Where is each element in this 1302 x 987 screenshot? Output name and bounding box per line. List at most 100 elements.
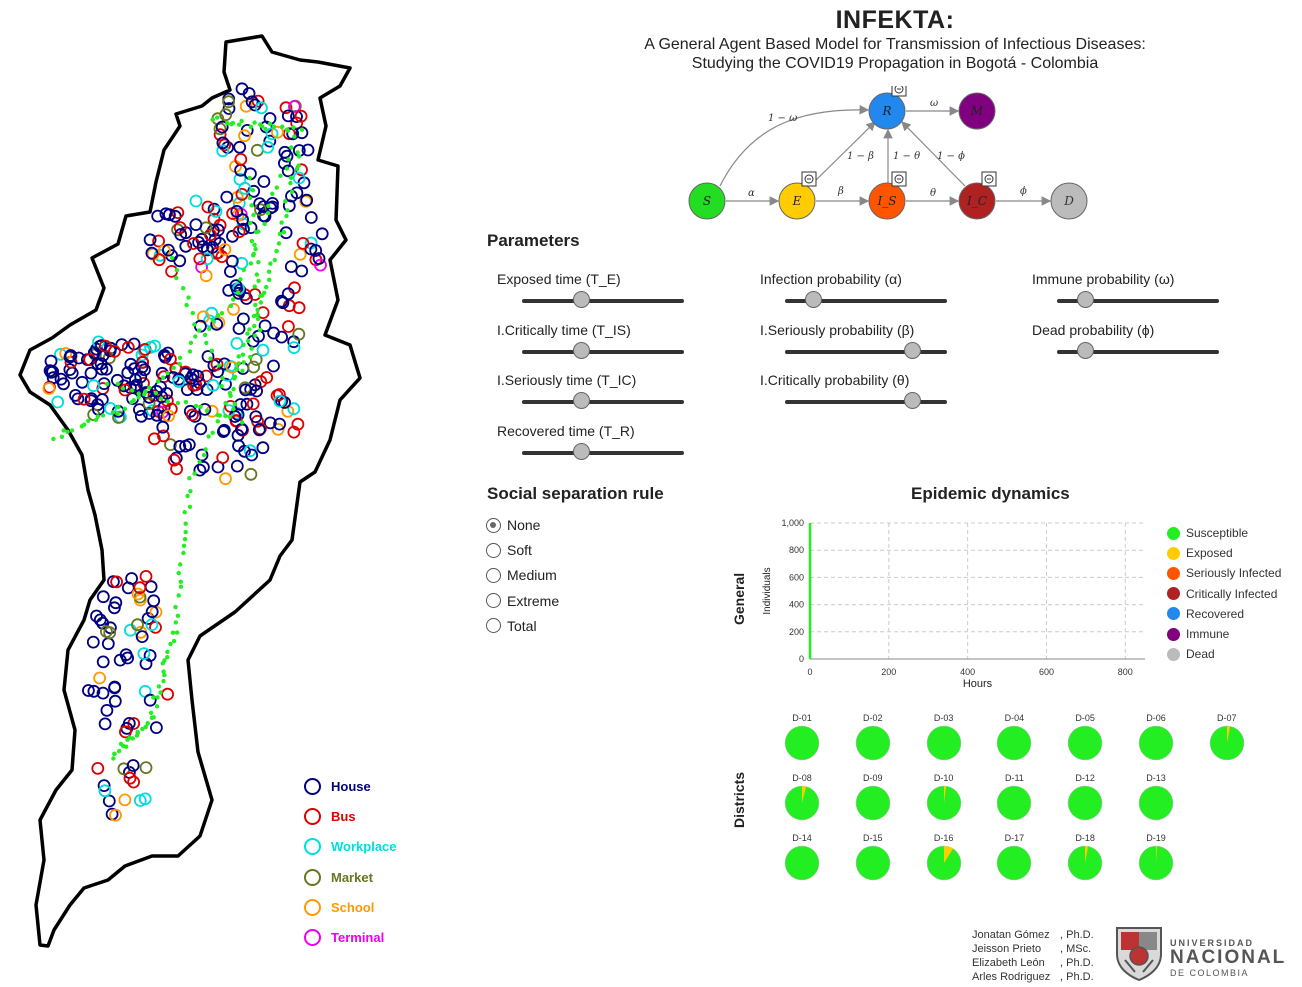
- agent-dot: [215, 419, 220, 424]
- slider-thumb[interactable]: [572, 341, 590, 359]
- slider-track[interactable]: [522, 299, 684, 303]
- agent-dot: [193, 403, 199, 409]
- slider-track[interactable]: [522, 349, 684, 354]
- location-marker: [314, 258, 327, 272]
- agent-dot: [259, 124, 265, 129]
- parameter-slider[interactable]: [785, 392, 947, 410]
- location-marker: [198, 402, 212, 416]
- slider-track[interactable]: [1057, 299, 1219, 303]
- slider-thumb[interactable]: [572, 291, 590, 308]
- location-marker: [134, 409, 148, 423]
- location-marker: [263, 134, 277, 148]
- slider-thumb[interactable]: [572, 392, 590, 409]
- agent-dot: [165, 399, 170, 404]
- radio-button[interactable]: [486, 618, 501, 634]
- slider-track[interactable]: [785, 400, 947, 404]
- parameter-control: Immune probability (ω): [1032, 271, 1219, 309]
- y-tick-label: 1,000: [781, 518, 804, 528]
- agent-dot: [241, 342, 246, 347]
- social-option[interactable]: Extreme: [486, 593, 559, 609]
- location-marker: [149, 621, 162, 634]
- agent-dot: [267, 121, 273, 127]
- location-marker: [234, 152, 248, 166]
- agent-dot: [251, 212, 256, 218]
- slider-thumb[interactable]: [1077, 341, 1095, 359]
- location-marker: [304, 211, 318, 224]
- legend-ring-icon: [304, 929, 321, 946]
- location-marker: [149, 721, 163, 734]
- location-marker: [156, 420, 170, 434]
- location-marker: [300, 193, 314, 207]
- parameter-control: I.Seriously time (T_IC): [497, 372, 684, 410]
- district-pie: D-12: [1065, 773, 1105, 821]
- location-marker: [173, 221, 187, 235]
- parameter-slider[interactable]: [522, 392, 684, 410]
- parameter-slider[interactable]: [785, 341, 947, 360]
- slider-track[interactable]: [1057, 349, 1219, 354]
- parameter-slider[interactable]: [522, 291, 684, 309]
- location-marker: [159, 207, 173, 221]
- location-marker: [250, 143, 264, 157]
- agent-dot: [252, 242, 257, 248]
- agent-dot: [178, 584, 184, 589]
- radio-button[interactable]: [486, 542, 501, 558]
- location-marker: [162, 409, 176, 423]
- location-marker: [87, 684, 101, 698]
- radio-button[interactable]: [486, 567, 501, 583]
- parameter-slider[interactable]: [1057, 341, 1219, 360]
- location-marker: [247, 360, 261, 374]
- credit-row: Jonatan Gómez , Ph.D.: [972, 928, 1094, 942]
- agent-dot: [289, 145, 294, 150]
- chart-legend-label: Seriously Infected: [1186, 566, 1282, 581]
- university-line3: DE COLOMBIA: [1170, 968, 1250, 978]
- y-tick-label: 200: [789, 627, 804, 637]
- agent-dot: [130, 388, 135, 393]
- parameter-slider[interactable]: [522, 341, 684, 360]
- location-marker: [252, 423, 266, 437]
- epidemic-dynamics-title: Epidemic dynamics: [911, 484, 1070, 503]
- slider-thumb[interactable]: [805, 291, 823, 308]
- agent-dot: [271, 124, 276, 129]
- agent-dot: [165, 649, 170, 655]
- agent-dot: [186, 295, 191, 300]
- slider-track[interactable]: [522, 450, 684, 455]
- credit-name: Elizabeth León: [972, 957, 1045, 969]
- social-option[interactable]: Medium: [486, 567, 557, 583]
- radio-button[interactable]: [486, 517, 501, 533]
- legend-ring-icon: [304, 838, 321, 856]
- agent-dot: [223, 400, 228, 406]
- chart-legend-label: Susceptible: [1186, 526, 1249, 540]
- location-marker: [98, 339, 112, 353]
- agent-dot: [249, 238, 255, 244]
- agent-dot: [240, 352, 246, 357]
- location-marker: [129, 378, 143, 392]
- parameter-slider[interactable]: [785, 291, 947, 309]
- slider-track[interactable]: [785, 349, 947, 354]
- agent-dot: [61, 428, 66, 433]
- credit-row: Jeisson Prieto , MSc.: [972, 942, 1094, 956]
- location-marker: [230, 459, 244, 473]
- agent-dot: [266, 203, 271, 209]
- radio-button[interactable]: [486, 593, 501, 609]
- location-marker: [236, 213, 250, 227]
- pie-slice-susceptible: [784, 725, 820, 761]
- slider-thumb[interactable]: [1077, 291, 1095, 308]
- agent-dot: [121, 743, 126, 749]
- edge-beta: β: [837, 186, 844, 197]
- district-pie: D-02: [853, 713, 893, 761]
- slider-track[interactable]: [785, 299, 947, 303]
- social-option[interactable]: None: [486, 517, 540, 533]
- slider-thumb[interactable]: [572, 442, 590, 460]
- slider-thumb[interactable]: [903, 341, 921, 359]
- parameter-slider[interactable]: [1057, 291, 1219, 309]
- parameter-slider[interactable]: [522, 442, 684, 461]
- agent-dot: [155, 379, 161, 384]
- slider-thumb[interactable]: [903, 392, 921, 409]
- social-option[interactable]: Soft: [486, 542, 532, 558]
- social-option[interactable]: Total: [486, 618, 537, 634]
- slider-track[interactable]: [522, 400, 684, 404]
- social-option-label: None: [507, 517, 541, 533]
- agent-dot: [291, 125, 296, 130]
- map-legend-item: Market: [304, 868, 373, 886]
- location-marker: [222, 102, 236, 115]
